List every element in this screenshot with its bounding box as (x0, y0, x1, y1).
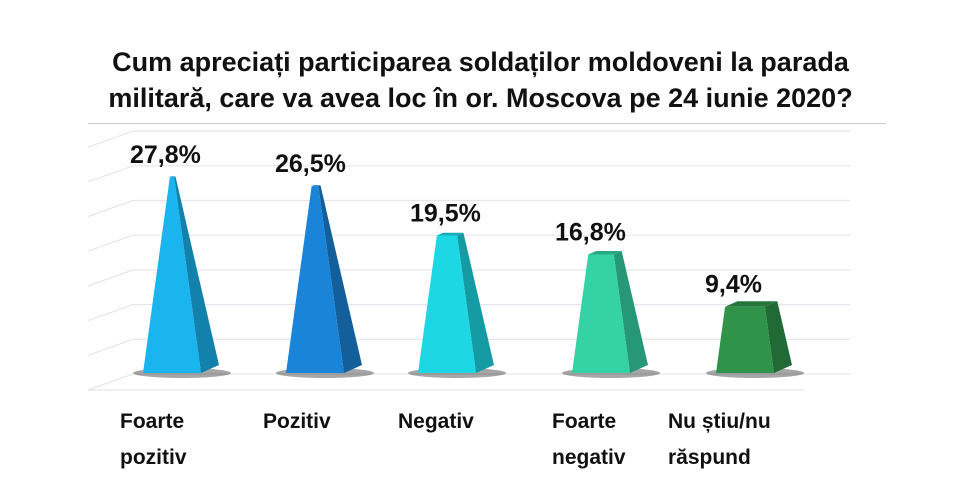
category-label-line: Foarte (120, 410, 185, 433)
data-label: 9,4% (705, 271, 762, 299)
category-label: Nu știu/nu răspund (668, 404, 771, 476)
gridline-side (87, 130, 134, 148)
bar-top (311, 185, 321, 187)
bar-side (318, 185, 362, 373)
category-label: Pozitiv (263, 404, 331, 440)
data-label: 26,5% (275, 150, 346, 178)
category-label-line: Nu știu/nu (668, 410, 771, 433)
title-line-2: militară, care va avea loc în or. Moscov… (108, 83, 853, 113)
gridline-side (87, 234, 134, 252)
category-label-line: pozitiv (120, 446, 187, 469)
gridline-side (87, 304, 134, 322)
gridline-side (87, 373, 134, 391)
bar-side (174, 176, 219, 373)
bar (286, 186, 344, 373)
category-label-line: Negativ (398, 410, 474, 433)
gridline-side (87, 269, 134, 287)
bar-top (725, 301, 778, 307)
bar-top (436, 232, 464, 236)
bar (572, 254, 630, 373)
title-line-1: Cum apreciați participarea soldaților mo… (112, 47, 849, 77)
bar-side (613, 251, 648, 373)
data-label: 19,5% (410, 200, 481, 228)
bar (143, 177, 201, 373)
bar-side (764, 301, 792, 373)
bar-top (588, 251, 622, 255)
category-label-line: răspund (668, 446, 751, 469)
title-divider (88, 123, 886, 124)
bar-top (169, 176, 176, 178)
bar (716, 306, 774, 373)
category-label: Foarte pozitiv (120, 404, 187, 476)
gridline-side (87, 199, 134, 218)
category-label-line: Foarte (552, 410, 617, 433)
category-label: Negativ (398, 404, 474, 440)
bar-side (457, 232, 494, 373)
category-label-line: Pozitiv (263, 410, 331, 433)
category-label: Foarte negativ (552, 404, 626, 476)
gridline-side (87, 338, 134, 356)
data-label: 16,8% (555, 219, 626, 247)
category-label-line: negativ (552, 446, 626, 469)
bar (418, 235, 476, 373)
gridline-side (87, 165, 134, 183)
data-label: 27,8% (130, 141, 201, 169)
chart-title: Cum apreciați participarea soldaților mo… (0, 44, 961, 116)
